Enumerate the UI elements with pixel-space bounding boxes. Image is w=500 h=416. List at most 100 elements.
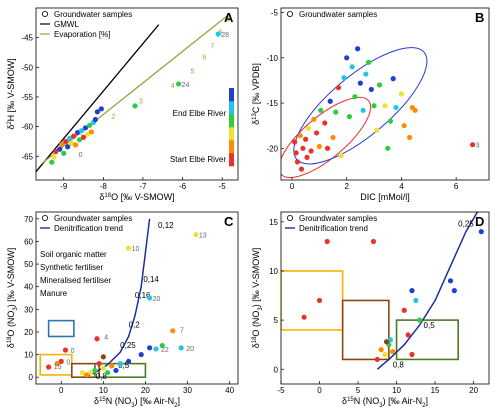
data-point — [76, 137, 83, 143]
data-point — [311, 116, 317, 122]
data-point — [316, 143, 322, 150]
x-tick-label: 0 — [317, 386, 322, 395]
y-axis-label-part: δ — [251, 343, 261, 348]
source-label: Mineralised fertiliser — [40, 276, 111, 285]
data-point — [387, 118, 394, 124]
y-axis-label-part: C [‰ VPDB] — [251, 63, 261, 113]
evaporation-tick-label: 5 — [191, 68, 195, 75]
y-axis-label-part: O (NO — [251, 311, 261, 337]
x-tick-label: 10 — [392, 386, 401, 395]
x-axis-label-part: ) [‰ Air-N — [383, 396, 423, 406]
data-point — [58, 358, 64, 364]
data-point — [405, 332, 411, 338]
data-point — [51, 154, 57, 160]
panel-letter: B — [475, 10, 484, 25]
data-point — [294, 159, 301, 165]
data-point — [401, 123, 407, 129]
data-point — [49, 159, 55, 165]
y-tick-label: -65 — [21, 152, 33, 161]
data-point — [346, 114, 353, 120]
data-point — [316, 297, 323, 304]
data-point — [304, 154, 310, 160]
x-axis-label-part: δ — [94, 396, 99, 406]
data-point — [193, 232, 199, 238]
y-tick-label: -50 — [21, 63, 33, 72]
legend-marker — [42, 214, 49, 221]
data-point — [355, 46, 361, 52]
panel-A: 12345678902428-9-8-7-6-5-65-60-55-50-45δ… — [6, 7, 239, 202]
data-point — [65, 144, 71, 150]
curve-label: 0,16 — [135, 291, 151, 300]
data-point — [98, 106, 104, 112]
x-tick-label: 2 — [344, 182, 349, 191]
legend-label: Groundwater samples — [299, 214, 377, 223]
data-point — [305, 125, 311, 131]
x-tick-label: -6 — [179, 182, 187, 191]
data-point — [138, 351, 144, 358]
y-tick-label: 0 — [274, 365, 279, 374]
legend-label: Groundwater samples — [299, 10, 377, 19]
plot-frame — [35, 7, 239, 181]
data-point — [100, 365, 106, 371]
panel-B: 3 0 2 4 6 -20 -15 -10 -5 DIC [mMol/l] δ13C [‰ VPDB… — [251, 7, 490, 202]
data-point — [357, 80, 363, 86]
y-axis-label-part: 2 — [7, 121, 13, 125]
y-tick-label: 5 — [274, 316, 279, 325]
curve-label: 0,2 — [129, 320, 141, 329]
y-axis-label-part: H [‰ V-SMOW] — [6, 58, 16, 121]
legend-B: Groundwater samples — [286, 10, 377, 19]
x-tick-label: 10 — [99, 386, 108, 395]
point-label: 20 — [186, 346, 194, 353]
data-point — [61, 150, 67, 156]
data-point — [46, 364, 52, 370]
x-tick-label: 15 — [431, 386, 440, 395]
legend-marker — [286, 214, 293, 221]
y-tick-label: -15 — [266, 99, 278, 108]
y-axis-label-part: 3 — [13, 307, 19, 311]
data-point — [74, 129, 81, 136]
x-axis-label-part: 18 — [104, 193, 111, 199]
data-point — [84, 131, 91, 137]
data-point — [393, 104, 399, 111]
y-axis-label: δ18O (NO3) [‰ V-SMOW] — [251, 248, 264, 349]
legend-label: Evaporation [%] — [54, 30, 110, 39]
data-point — [469, 142, 476, 148]
y-tick-label: 40 — [24, 283, 33, 292]
colorbar-bottom-label: Start Elbe River — [170, 155, 226, 164]
data-point — [53, 148, 59, 155]
point-label: 7 — [180, 328, 184, 335]
y-axis-label-part: 18 — [7, 336, 13, 343]
y-tick-label: -10 — [266, 54, 278, 63]
data-point — [215, 31, 221, 37]
data-point — [73, 142, 79, 148]
data-point — [378, 347, 384, 353]
x-axis-label-part: δ — [342, 396, 347, 406]
evaporation-tick-label: 3 — [139, 99, 143, 106]
legend-label: Denitrification trend — [54, 224, 123, 233]
colorbar-segment — [229, 153, 234, 167]
data-point — [94, 336, 100, 342]
point-label: 24 — [182, 82, 190, 89]
curve-label: 0,8 — [96, 372, 108, 381]
data-point — [382, 351, 388, 358]
y-tick-label: -20 — [266, 144, 278, 153]
data-point — [170, 328, 176, 334]
x-tick-label: 20 — [141, 386, 150, 395]
denitrification-curve — [376, 212, 479, 370]
curve-label: 0,25 — [458, 220, 474, 229]
source-label: Soil organic matter — [40, 250, 107, 259]
panel-letter: D — [475, 214, 484, 229]
x-axis-label-part: ] — [177, 396, 180, 406]
data-point — [371, 103, 377, 109]
data-point — [62, 347, 69, 353]
data-point — [82, 125, 89, 131]
y-tick-label: 60 — [24, 237, 33, 246]
y-tick-label: 50 — [24, 260, 33, 269]
data-point — [79, 370, 85, 376]
y-axis-label: δ2H [‰ V-SMOW] — [6, 58, 16, 129]
data-point — [330, 134, 336, 141]
legend-marker — [286, 10, 293, 17]
data-point — [59, 141, 65, 148]
